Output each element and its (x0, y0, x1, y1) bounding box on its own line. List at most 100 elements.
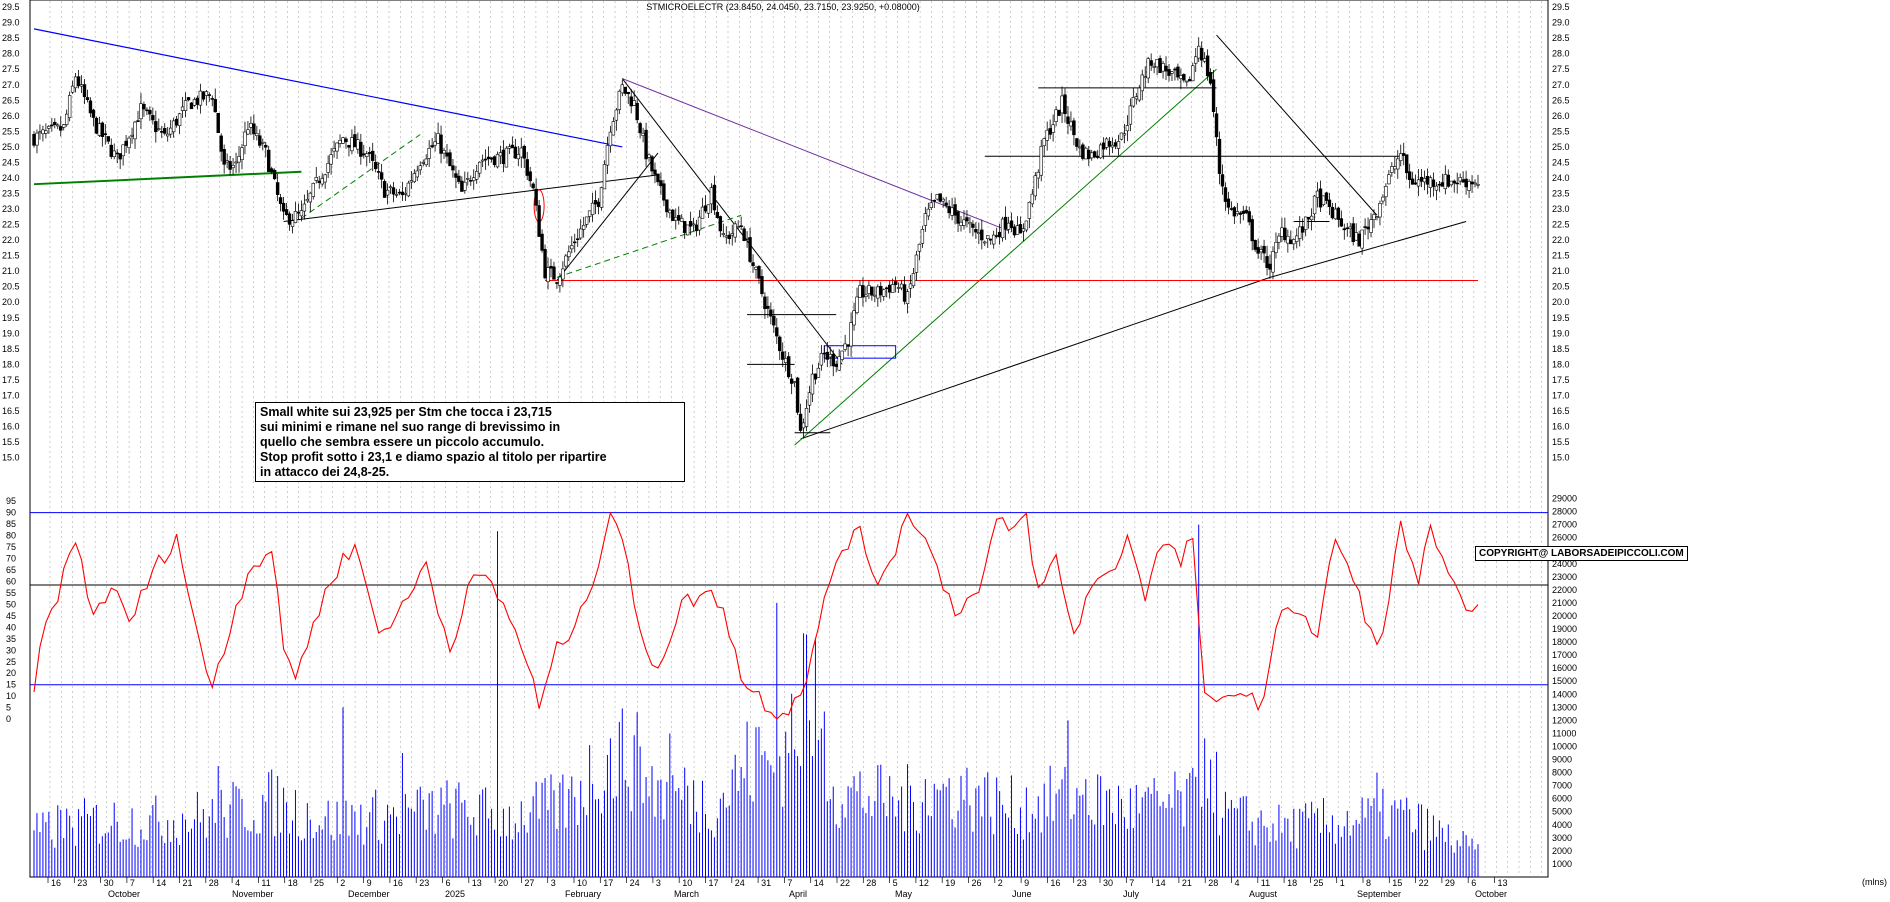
candle-body (1167, 69, 1171, 76)
candle-body (855, 296, 859, 313)
day-tick-label: 13 (1498, 878, 1508, 888)
candle-body (1238, 212, 1243, 215)
day-tick-label: 3 (551, 878, 556, 888)
candle-body (552, 266, 556, 280)
day-tick-label: 21 (183, 878, 193, 888)
candle-body (929, 202, 934, 208)
day-tick-label: 14 (814, 878, 824, 888)
price-tick-label-left: 24.0 (2, 173, 20, 183)
candle-body (267, 149, 271, 173)
candle-body (296, 211, 301, 214)
candle-body (971, 223, 975, 228)
candle-body (1327, 199, 1332, 207)
candle-body (1277, 235, 1281, 243)
candle-body (1191, 65, 1195, 82)
candle-body (1455, 182, 1459, 185)
candle-body (1404, 154, 1409, 174)
candle-body (174, 118, 179, 126)
candle-body (243, 131, 247, 147)
candle-body (133, 121, 137, 140)
candle-body (564, 255, 568, 267)
trend-line (800, 276, 1271, 440)
candle-body (379, 172, 384, 180)
candle-body (121, 144, 125, 157)
candle-body (1470, 181, 1474, 185)
oscillator-tick-label: 60 (6, 576, 16, 586)
oscillator-tick-label: 10 (6, 691, 16, 701)
volume-axis: 2900028000270002600025000240002300022000… (1552, 494, 1577, 869)
oscillator-tick-label: 15 (6, 680, 16, 690)
candle-body (1366, 226, 1370, 230)
candle-body (1214, 113, 1219, 138)
candle-body (578, 228, 583, 239)
candle-body (1140, 74, 1144, 92)
candle-body (145, 109, 149, 112)
candle-body (1134, 96, 1139, 100)
candle-body (760, 276, 764, 295)
month-tick-label: June (1012, 889, 1032, 899)
price-tick-label-left: 27.5 (2, 64, 20, 74)
candle-body (1170, 71, 1174, 74)
price-tick-label-left: 25.5 (2, 126, 20, 136)
note-line-4: Stop profit sotto i 23,1 e diamo spazio … (260, 450, 607, 464)
month-tick-label: December (348, 889, 390, 899)
price-tick-label-right: 26.5 (1552, 95, 1570, 105)
candle-body (109, 144, 113, 157)
candle-body (795, 377, 800, 413)
price-tick-label-right: 25.0 (1552, 142, 1570, 152)
candle-body (926, 208, 931, 217)
day-tick-label: 31 (761, 878, 771, 888)
candle-body (85, 97, 90, 100)
candle-body (314, 177, 318, 181)
candle-body (593, 200, 598, 205)
candle-body (472, 177, 476, 181)
candle-body (1235, 211, 1240, 215)
candle-body (261, 141, 265, 144)
candle-body (1283, 227, 1287, 241)
candle-body (94, 117, 99, 134)
candle-body (356, 139, 360, 150)
volume-tick-label: 23000 (1552, 572, 1577, 582)
candle-body (56, 124, 60, 127)
candle-body (427, 148, 431, 159)
candle-body (240, 147, 244, 160)
candle-body (1066, 116, 1070, 124)
price-tick-label-right: 16.0 (1552, 422, 1570, 432)
candle-body (483, 158, 488, 161)
candle-body (1098, 144, 1103, 159)
candle-body (160, 131, 164, 133)
candle-body (127, 137, 131, 148)
candle-body (1295, 235, 1299, 242)
candle-body (1443, 174, 1448, 190)
price-tick-label-left: 22.0 (2, 235, 20, 245)
candle-body (899, 283, 904, 289)
volume-unit-label: (mlns) (1862, 877, 1887, 887)
candle-body (210, 98, 214, 100)
day-tick-label: 26 (972, 878, 982, 888)
candle-body (1081, 144, 1085, 159)
day-tick-label: 22 (1419, 878, 1429, 888)
candle-body (786, 356, 791, 378)
candle-body (237, 156, 241, 163)
candle-body (986, 235, 990, 239)
oscillator-series-line (33, 511, 1479, 720)
candle-body (1072, 120, 1076, 136)
candle-body (406, 182, 411, 197)
candle-body (91, 109, 96, 118)
day-tick-label: 10 (682, 878, 692, 888)
trend-line (1216, 34, 1378, 216)
candle-body (923, 213, 928, 226)
price-tick-label-right: 15.0 (1552, 453, 1570, 463)
day-tick-label: 2 (998, 878, 1003, 888)
candle-body (1021, 228, 1026, 232)
day-tick-label: 14 (1156, 878, 1166, 888)
candle-body (1090, 152, 1094, 159)
candle-body (691, 223, 696, 226)
candle-body (1357, 233, 1361, 247)
candle-body (522, 145, 526, 159)
candle-body (1446, 174, 1450, 187)
candle-body (840, 350, 844, 360)
day-tick-label: 15 (1392, 878, 1402, 888)
candle-body (1033, 175, 1037, 197)
dashed-trend-line (556, 214, 742, 278)
